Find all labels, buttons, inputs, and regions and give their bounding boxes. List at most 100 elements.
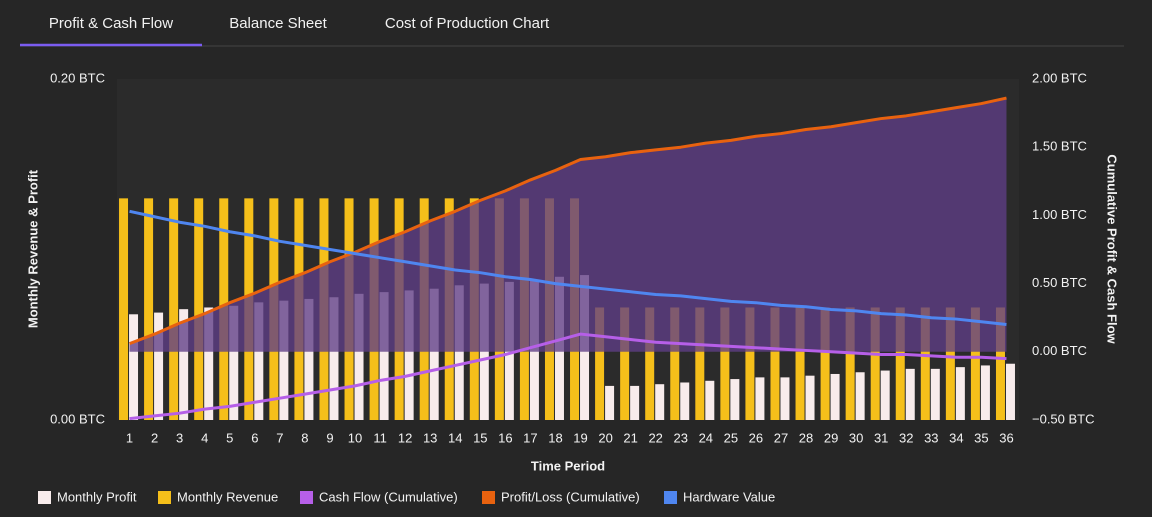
bar <box>755 377 765 420</box>
bar <box>630 385 640 420</box>
bar <box>144 198 154 420</box>
x-tick-label: 32 <box>899 430 913 445</box>
line <box>128 96 1007 346</box>
tab[interactable]: Balance Sheet <box>229 15 327 32</box>
y-tick-label: 0.00 BTC <box>50 411 105 426</box>
y2-tick-label: 0.50 BTC <box>1032 275 1087 290</box>
x-tick-label: 11 <box>373 430 387 445</box>
bar <box>955 367 965 420</box>
bar <box>845 307 855 420</box>
bar <box>895 307 905 420</box>
x-tick-label: 23 <box>674 430 688 445</box>
bar <box>880 370 890 420</box>
bar <box>970 307 980 420</box>
bar <box>454 285 464 420</box>
x-tick-label: 22 <box>648 430 662 445</box>
y2-tick-label: 1.50 BTC <box>1032 139 1087 154</box>
x-tick-label: 31 <box>874 430 888 445</box>
bar <box>279 300 289 420</box>
x-tick-label: 15 <box>473 430 487 445</box>
x-tick-label: 10 <box>348 430 362 445</box>
bar <box>620 307 630 420</box>
bar <box>304 298 314 420</box>
tab[interactable]: Cost of Production Chart <box>385 15 550 32</box>
bar <box>404 290 414 420</box>
bar <box>605 385 615 420</box>
x-tick-label: 4 <box>201 430 208 445</box>
bar <box>930 368 940 420</box>
bar <box>855 372 865 420</box>
x-tick-label: 5 <box>226 430 233 445</box>
x-tick-label: 9 <box>326 430 333 445</box>
y2-tick-label: −0.50 BTC <box>1032 411 1095 426</box>
bar <box>705 380 715 420</box>
bar <box>254 302 264 420</box>
x-tick-label: 17 <box>523 430 537 445</box>
x-tick-label: 14 <box>448 430 462 445</box>
bar <box>179 309 189 420</box>
y2-tick-label: 1.00 BTC <box>1032 207 1087 222</box>
bar <box>870 307 880 420</box>
bar <box>655 384 665 420</box>
x-tick-label: 33 <box>924 430 938 445</box>
bar <box>1005 363 1015 420</box>
x-tick-label: 21 <box>623 430 637 445</box>
x-tick-label: 3 <box>176 430 183 445</box>
area <box>129 98 1007 352</box>
x-tick-label: 29 <box>824 430 838 445</box>
bar <box>920 307 930 420</box>
legend-label: Monthly Revenue <box>177 489 278 504</box>
line <box>129 332 1007 421</box>
bar <box>354 293 364 420</box>
bar <box>229 305 239 420</box>
legend-label: Profit/Loss (Cumulative) <box>501 489 640 504</box>
bar <box>820 307 830 420</box>
bar <box>204 307 214 420</box>
bar <box>154 312 164 420</box>
legend-swatch <box>158 491 171 504</box>
legend-label: Monthly Profit <box>57 489 137 504</box>
x-tick-label: 25 <box>724 430 738 445</box>
bar <box>379 292 389 420</box>
bar <box>680 382 690 420</box>
x-tick-label: 2 <box>151 430 158 445</box>
x-tick-label: 7 <box>276 430 283 445</box>
bar <box>169 198 179 420</box>
bar <box>795 307 805 420</box>
x-tick-label: 34 <box>949 430 963 445</box>
bar <box>670 307 680 420</box>
y2-axis-title: Cumulative Profit & Cash Flow <box>1105 154 1120 344</box>
y2-tick-label: 2.00 BTC <box>1032 70 1087 85</box>
bar <box>995 307 1005 420</box>
legend-swatch <box>664 491 677 504</box>
bar <box>830 373 840 420</box>
bar <box>945 307 955 420</box>
x-tick-label: 28 <box>799 430 813 445</box>
bar <box>745 307 755 420</box>
bar <box>119 198 129 420</box>
y2-tick-label: 0.00 BTC <box>1032 343 1087 358</box>
bar <box>905 368 915 420</box>
bar <box>129 314 139 420</box>
legend-swatch <box>300 491 313 504</box>
bar <box>770 307 780 420</box>
bar <box>805 375 815 420</box>
x-tick-label: 36 <box>999 430 1013 445</box>
x-tick-label: 19 <box>573 430 587 445</box>
x-tick-label: 20 <box>598 430 612 445</box>
bar <box>429 288 439 420</box>
x-axis-title: Time Period <box>531 458 605 473</box>
bar <box>780 377 790 420</box>
x-tick-label: 30 <box>849 430 863 445</box>
x-tick-label: 8 <box>301 430 308 445</box>
x-tick-label: 24 <box>699 430 713 445</box>
legend-label: Hardware Value <box>683 489 775 504</box>
x-tick-label: 27 <box>774 430 788 445</box>
x-tick-label: 16 <box>498 430 512 445</box>
bar <box>695 307 705 420</box>
x-tick-label: 13 <box>423 430 437 445</box>
y-tick-label: 0.20 BTC <box>50 70 105 85</box>
tab[interactable]: Profit & Cash Flow <box>49 15 173 32</box>
x-tick-label: 12 <box>398 430 412 445</box>
